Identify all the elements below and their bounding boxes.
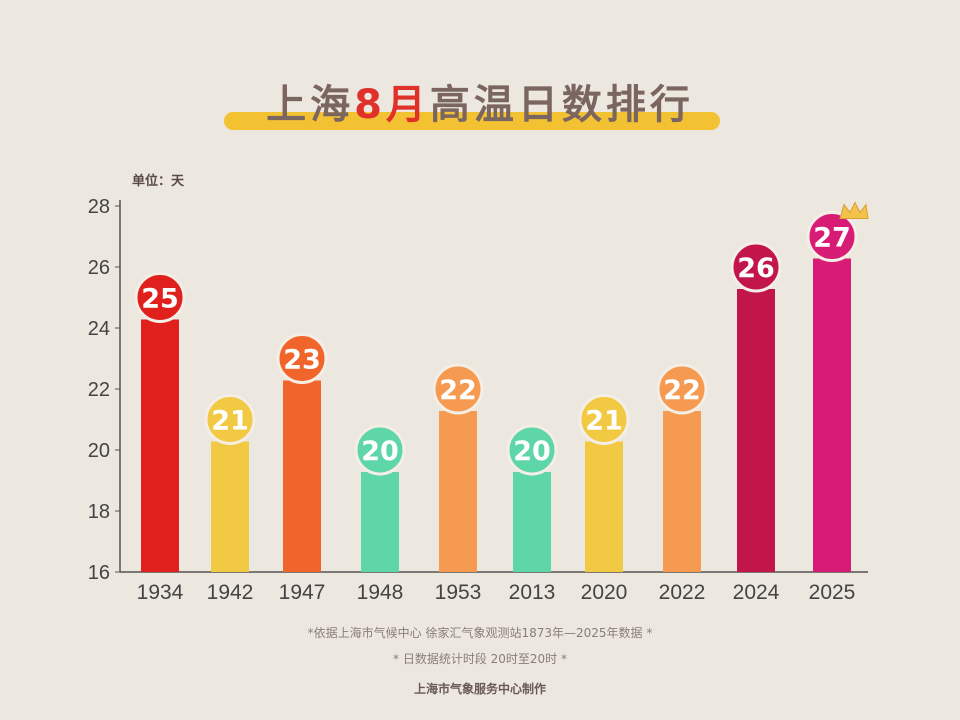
y-tick-label: 16 xyxy=(88,562,110,584)
x-tick-label: 1947 xyxy=(279,581,326,604)
data-label-2013: 20 xyxy=(513,436,551,467)
x-tick-label: 1942 xyxy=(207,581,254,604)
chart-title: 上海8月高温日数排行 xyxy=(0,72,960,130)
bar-2013 xyxy=(513,472,551,572)
data-label-2020: 21 xyxy=(585,406,623,437)
data-label-2022: 22 xyxy=(663,375,701,406)
x-tick-label: 1934 xyxy=(137,581,184,604)
crown-icon xyxy=(839,201,869,219)
x-tick-label: 2013 xyxy=(509,581,556,604)
credit: 上海市气象服务中心制作 xyxy=(413,682,546,696)
x-tick-label: 1953 xyxy=(435,581,482,604)
x-tick-label: 2024 xyxy=(733,581,780,604)
bar-1942 xyxy=(211,441,249,572)
y-tick-label: 28 xyxy=(88,196,110,218)
y-tick-label: 22 xyxy=(88,379,110,401)
data-label-1934: 25 xyxy=(141,284,179,315)
value-badge-1947 xyxy=(276,333,328,384)
y-tick-label: 24 xyxy=(88,318,110,340)
x-tick-label: 2025 xyxy=(809,581,856,604)
value-badge-1953 xyxy=(432,363,484,415)
data-label-1948: 20 xyxy=(361,436,399,467)
title-underline xyxy=(224,112,720,130)
unit-label: 单位：天 xyxy=(132,174,185,189)
y-tick-label: 26 xyxy=(88,257,110,279)
data-label-2025: 27 xyxy=(813,223,851,254)
value-badge-1942 xyxy=(204,394,256,445)
bar-2025 xyxy=(813,258,851,572)
bar-2024 xyxy=(737,289,775,572)
data-label-1947: 23 xyxy=(283,345,321,376)
value-badge-2020 xyxy=(578,394,630,445)
y-tick-label: 18 xyxy=(88,501,110,523)
value-badge-1934 xyxy=(134,272,186,323)
bar-2022 xyxy=(663,411,701,572)
data-label-1953: 22 xyxy=(439,375,477,406)
title-part1: 上海 xyxy=(266,82,355,128)
data-label-2024: 26 xyxy=(737,253,775,284)
value-badge-2022 xyxy=(656,363,708,415)
bar-1947 xyxy=(283,380,321,572)
x-tick-label: 1948 xyxy=(357,581,404,604)
title-part2: 高温日数排行 xyxy=(429,82,694,128)
value-badge-1948 xyxy=(354,424,406,476)
value-badge-2013 xyxy=(506,424,558,476)
value-badge-2025 xyxy=(806,211,858,262)
footnote-source: *依据上海市气候中心 徐家汇气象观测站1873年—2025年数据 * xyxy=(307,626,653,640)
bar-2020 xyxy=(585,441,623,572)
bar-1948 xyxy=(361,472,399,572)
x-tick-label: 2022 xyxy=(659,581,706,604)
data-label-1942: 21 xyxy=(211,406,249,437)
y-tick-label: 20 xyxy=(88,440,110,462)
footnote-period: * 日数据统计时段 20时至20时 * xyxy=(393,652,567,666)
title-highlight: 8月 xyxy=(354,82,430,128)
bar-1934 xyxy=(141,319,179,572)
x-tick-label: 2020 xyxy=(581,581,628,604)
value-badge-2024 xyxy=(730,241,782,293)
bar-1953 xyxy=(439,411,477,572)
